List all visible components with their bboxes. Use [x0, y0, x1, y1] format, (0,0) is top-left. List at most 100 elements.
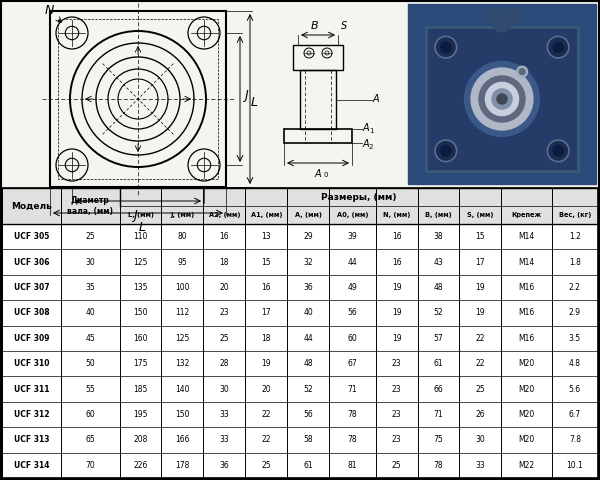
- Text: UCF 307: UCF 307: [14, 283, 49, 292]
- Text: 16: 16: [262, 283, 271, 292]
- Text: 175: 175: [133, 359, 148, 368]
- Text: S, (мм): S, (мм): [467, 212, 494, 218]
- Text: 75: 75: [434, 435, 443, 444]
- Bar: [2, 300, 598, 325]
- Text: 1.2: 1.2: [569, 232, 581, 241]
- Text: 80: 80: [178, 232, 187, 241]
- Text: 40: 40: [304, 308, 313, 317]
- Circle shape: [553, 146, 563, 156]
- Text: 25: 25: [392, 461, 401, 470]
- Text: 66: 66: [434, 384, 443, 394]
- Text: 2: 2: [369, 144, 373, 150]
- Text: M20: M20: [518, 410, 535, 419]
- Text: 110: 110: [133, 232, 148, 241]
- Text: 22: 22: [476, 334, 485, 343]
- Text: 16: 16: [392, 258, 401, 266]
- Text: 125: 125: [175, 334, 190, 343]
- Text: A: A: [363, 123, 370, 133]
- Text: 40: 40: [85, 308, 95, 317]
- Text: 33: 33: [220, 410, 229, 419]
- Text: 160: 160: [133, 334, 148, 343]
- Text: B, (мм): B, (мм): [425, 212, 452, 218]
- Text: 1.8: 1.8: [569, 258, 581, 266]
- Circle shape: [553, 42, 563, 52]
- Text: 185: 185: [133, 384, 148, 394]
- Text: 19: 19: [392, 308, 401, 317]
- Circle shape: [497, 94, 507, 104]
- Text: A0, (мм): A0, (мм): [337, 212, 368, 218]
- Text: 60: 60: [347, 334, 358, 343]
- Text: Вес, (кг): Вес, (кг): [559, 212, 591, 218]
- Text: A: A: [373, 95, 380, 105]
- Text: 4.8: 4.8: [569, 359, 581, 368]
- Bar: [408, 4, 596, 184]
- Text: A, (мм): A, (мм): [295, 212, 322, 218]
- Bar: [293, 45, 343, 70]
- Text: UCF 308: UCF 308: [14, 308, 49, 317]
- Bar: [427, 27, 578, 171]
- Text: 140: 140: [175, 384, 190, 394]
- Circle shape: [485, 83, 518, 116]
- Text: 52: 52: [434, 308, 443, 317]
- Text: 208: 208: [133, 435, 148, 444]
- Text: 35: 35: [85, 283, 95, 292]
- Text: A: A: [314, 169, 322, 179]
- Text: Размеры, (мм): Размеры, (мм): [321, 192, 397, 202]
- Text: UCF 310: UCF 310: [14, 359, 49, 368]
- Text: 56: 56: [304, 410, 313, 419]
- Text: 25: 25: [476, 384, 485, 394]
- Text: M20: M20: [518, 435, 535, 444]
- Text: J: J: [244, 88, 248, 101]
- Text: 1: 1: [369, 128, 373, 134]
- Text: 65: 65: [85, 435, 95, 444]
- Bar: [2, 427, 598, 453]
- Text: UCF 314: UCF 314: [14, 461, 49, 470]
- Text: 23: 23: [392, 384, 401, 394]
- Bar: [2, 325, 598, 351]
- Text: 178: 178: [175, 461, 190, 470]
- Text: 19: 19: [392, 334, 401, 343]
- Text: 49: 49: [347, 283, 358, 292]
- Bar: [2, 275, 598, 300]
- Circle shape: [441, 146, 451, 156]
- Text: 17: 17: [262, 308, 271, 317]
- Text: 33: 33: [220, 435, 229, 444]
- Circle shape: [547, 140, 569, 162]
- Text: 38: 38: [434, 232, 443, 241]
- Text: 30: 30: [476, 435, 485, 444]
- Circle shape: [471, 68, 533, 130]
- Bar: [2, 188, 598, 224]
- Text: 60: 60: [85, 410, 95, 419]
- Text: A1, (мм): A1, (мм): [251, 212, 282, 218]
- Bar: [0, 2, 600, 186]
- Text: 78: 78: [347, 435, 357, 444]
- Text: 52: 52: [304, 384, 313, 394]
- Text: M14: M14: [518, 258, 535, 266]
- Text: 18: 18: [220, 258, 229, 266]
- Circle shape: [435, 140, 457, 162]
- Text: 7.8: 7.8: [569, 435, 581, 444]
- Text: N: N: [45, 4, 61, 22]
- Text: 23: 23: [392, 410, 401, 419]
- Text: 150: 150: [175, 410, 190, 419]
- Text: 55: 55: [85, 384, 95, 394]
- Text: 16: 16: [392, 232, 401, 241]
- Circle shape: [547, 36, 569, 58]
- Text: M20: M20: [518, 359, 535, 368]
- Text: 44: 44: [304, 334, 313, 343]
- Circle shape: [464, 61, 539, 136]
- Text: 22: 22: [262, 435, 271, 444]
- Text: 56: 56: [347, 308, 358, 317]
- Bar: [58, 19, 218, 179]
- Text: 61: 61: [304, 461, 313, 470]
- Text: UCF 306: UCF 306: [14, 258, 49, 266]
- Text: 19: 19: [392, 283, 401, 292]
- Text: 3.5: 3.5: [569, 334, 581, 343]
- Text: 5.6: 5.6: [569, 384, 581, 394]
- Text: 78: 78: [347, 410, 357, 419]
- Text: 25: 25: [85, 232, 95, 241]
- Text: 50: 50: [85, 359, 95, 368]
- Bar: [2, 188, 598, 478]
- Text: 19: 19: [476, 283, 485, 292]
- Text: 33: 33: [476, 461, 485, 470]
